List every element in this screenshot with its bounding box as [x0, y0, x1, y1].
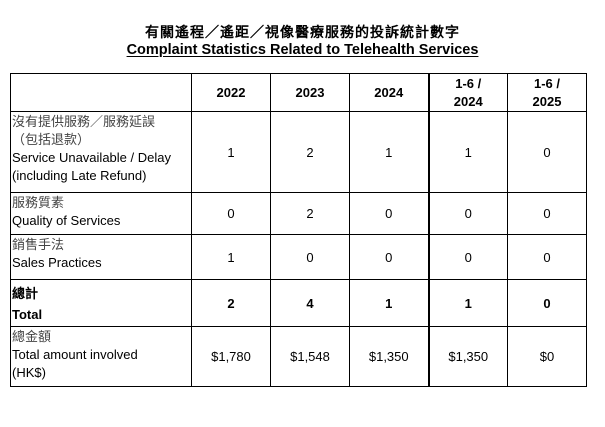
table-cell: 1: [191, 234, 271, 280]
table-cell: 1: [427, 111, 508, 193]
table-cell: 1: [349, 111, 429, 193]
column-header-line: 1-6 /: [455, 75, 482, 91]
row-label: 總計 Total: [10, 279, 192, 327]
row-label: 總金額 Total amount involved (HK$): [10, 326, 192, 387]
complaint-statistics-table: 2022 2023 2024 1-6 / 2024 1-6 / 2025 沒有提…: [10, 73, 587, 387]
table-cell: 1: [427, 279, 508, 327]
column-header: 1-6 / 2024: [427, 73, 508, 112]
table-cell: 0: [507, 192, 587, 235]
column-header: 2022: [191, 73, 271, 112]
table-cell: 2: [270, 111, 350, 193]
table-row: 總金額 Total amount involved (HK$) $1,780 $…: [10, 326, 587, 387]
table-cell: $0: [507, 326, 587, 387]
row-label-en: Sales Practices: [12, 255, 102, 270]
row-label-zh: 服務質素: [12, 195, 65, 210]
table-row-total: 總計 Total 2 4 1 1 0: [10, 279, 587, 327]
column-header-line: 2025: [532, 93, 562, 109]
column-header-line: 2024: [374, 84, 404, 100]
row-label-zh: 總金額: [12, 329, 52, 344]
column-header: 2024: [349, 73, 429, 112]
table-row: 沒有提供服務／服務延誤 （包括退款） Service Unavailable /…: [10, 111, 587, 193]
row-label: 沒有提供服務／服務延誤 （包括退款） Service Unavailable /…: [10, 111, 192, 193]
table-cell: 0: [427, 234, 508, 280]
table-cell: $1,780: [191, 326, 271, 387]
table-cell: $1,548: [270, 326, 350, 387]
row-label-zh: 總計: [12, 286, 39, 301]
document-title-chinese: 有關遙程／遙距／視像醫療服務的投訴統計數字: [145, 24, 460, 40]
row-label-en: (including Late Refund): [12, 168, 147, 183]
row-label-zh: （包括退款）: [12, 132, 91, 147]
table-cell: 2: [191, 279, 271, 327]
table-row: 服務質素 Quality of Services 0 2 0 0 0: [10, 192, 587, 235]
row-label-zh: 銷售手法: [12, 237, 65, 252]
table-header-row: 2022 2023 2024 1-6 / 2024 1-6 / 2025: [10, 73, 587, 112]
row-label-zh: 沒有提供服務／服務延誤: [12, 114, 156, 129]
table-cell: 0: [507, 234, 587, 280]
row-label-en: Quality of Services: [12, 213, 121, 228]
table-cell: $1,350: [427, 326, 508, 387]
row-label-en: Total: [12, 307, 43, 322]
row-label: 服務質素 Quality of Services: [10, 192, 192, 235]
row-label-en: Service Unavailable / Delay: [12, 150, 171, 165]
table-row: 銷售手法 Sales Practices 1 0 0 0 0: [10, 234, 587, 280]
column-header-line: 2024: [453, 93, 483, 109]
table-cell: 0: [507, 111, 587, 193]
table-cell: 1: [349, 279, 429, 327]
table-cell: $1,350: [349, 326, 429, 387]
row-label-en: (HK$): [12, 365, 46, 380]
column-header-line: 2022: [216, 84, 246, 100]
column-header-line: 2023: [295, 84, 325, 100]
table-cell: 2: [270, 192, 350, 235]
header-blank-cell: [10, 73, 192, 112]
table-cell: 0: [427, 192, 508, 235]
table-cell: 0: [270, 234, 350, 280]
column-header: 2023: [270, 73, 350, 112]
document-title-english: Complaint Statistics Related to Teleheal…: [0, 42, 605, 58]
row-label: 銷售手法 Sales Practices: [10, 234, 192, 280]
column-header: 1-6 / 2025: [507, 73, 587, 112]
table-cell: 4: [270, 279, 350, 327]
table-cell: 0: [349, 234, 429, 280]
document-title-english-text: Complaint Statistics Related to Teleheal…: [126, 42, 479, 58]
table-cell: 1: [191, 111, 271, 193]
table-cell: 0: [191, 192, 271, 235]
row-label-en: Total amount involved: [12, 347, 138, 362]
table-cell: 0: [507, 279, 587, 327]
table-cell: 0: [349, 192, 429, 235]
column-header-line: 1-6 /: [533, 75, 560, 91]
